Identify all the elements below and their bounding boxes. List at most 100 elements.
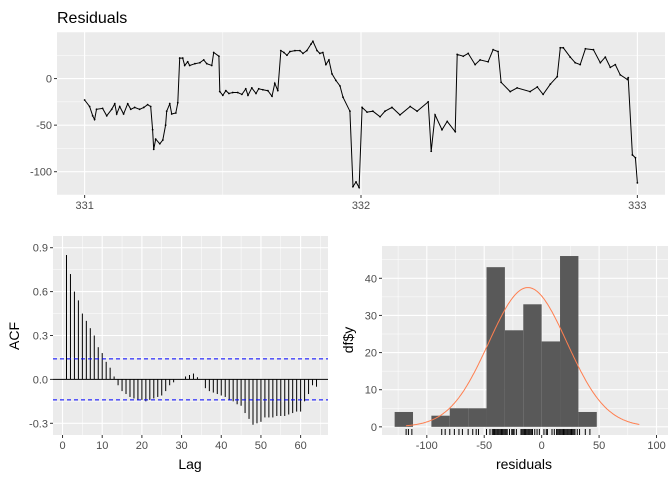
residual-point [129,108,132,111]
acf-ytick-label: 0.6 [33,287,48,299]
residual-point [556,75,559,78]
residual-point [574,61,577,64]
residual-point [609,66,612,69]
histogram-bar [486,267,505,427]
residuals-ytick-label: -50 [36,120,52,132]
histogram-bar [578,411,597,427]
residual-point [146,103,149,106]
residual-point [202,59,205,61]
residual-point [218,55,220,58]
residual-point [83,99,86,101]
residual-point [371,110,374,113]
residual-point [227,92,230,95]
residuals-xtick-label: 333 [628,200,646,212]
acf-ytick-label: 0.9 [33,243,48,255]
residual-point [492,48,495,51]
histogram-bar [560,256,579,427]
residual-point [562,46,565,49]
hist-xtick-label: 0 [539,440,545,452]
residual-point [154,138,157,141]
hist-ytick-label: 20 [365,348,377,360]
residual-point [244,87,247,90]
residual-point [339,85,341,87]
residual-point [529,90,532,93]
histogram-bar [541,341,561,427]
residual-point [240,93,243,96]
residual-point [391,106,393,109]
hist-xtick-label: -100 [416,440,438,452]
residual-point [261,88,264,91]
residual-point [91,114,94,117]
residual-point [176,101,179,104]
acf-xlabel: Lag [178,456,201,472]
residual-point [325,63,327,66]
residual-point [236,91,239,94]
histogram-bar [504,330,524,427]
residual-point [316,49,318,52]
residual-point [101,107,104,110]
residual-point [151,128,154,131]
residual-point [255,92,257,95]
residual-point [231,91,234,94]
residual-point [122,113,125,115]
residual-point [604,56,607,59]
residual-point [118,105,121,108]
residual-point [212,51,215,54]
residual-point [427,100,430,103]
residual-point [516,86,519,89]
residual-point [282,51,285,54]
residual-point [349,110,351,113]
residual-point [634,156,637,159]
residual-point [247,94,249,97]
residual-point [334,79,337,82]
residual-point [592,48,595,51]
hist-xtick-label: 100 [647,440,665,452]
residual-point [257,87,260,90]
residual-point [115,113,118,115]
histogram-bar [449,408,469,427]
histogram-bar [523,304,542,427]
residual-point [497,50,499,53]
residual-point [626,78,629,81]
acf-xtick-label: 0 [59,440,65,452]
residual-point [113,102,116,105]
residual-point [133,106,136,109]
residual-point [183,64,186,67]
residual-point [286,54,288,57]
acf-xtick-label: 20 [136,440,148,452]
residual-point [328,59,330,61]
residual-point [271,95,273,98]
acf-xtick-label: 40 [215,440,227,452]
residual-point [273,82,276,85]
residual-point [105,114,108,117]
residual-point [158,142,161,145]
residual-point [266,89,269,92]
residual-point [178,57,181,59]
residual-point [361,106,364,109]
residual-point [310,43,312,46]
residual-point [331,73,333,75]
histogram-bar [468,408,487,427]
hist-ylabel: df$y [340,327,356,353]
residual-point [509,90,512,93]
residual-point [224,89,227,92]
residual-point [584,47,587,50]
residual-point [599,61,602,64]
residual-point [165,110,168,113]
residual-point [210,64,213,67]
hist-ytick-label: 0 [371,422,377,434]
residual-point [487,60,490,63]
residual-point [569,56,572,59]
residual-point [221,94,224,97]
residual-point [342,96,344,99]
residual-point [430,150,433,153]
residual-point [305,49,308,52]
acf-xtick-label: 60 [294,440,306,452]
hist-xlabel: residuals [496,456,552,472]
residual-point [619,73,622,76]
residual-point [93,118,96,121]
residual-point [174,112,177,114]
acf-panel: 0 10 20 30 40 50 60 0.9 0.6 0.3 0.0 -0.3 [29,236,328,452]
acf-xtick-label: 30 [175,440,187,452]
